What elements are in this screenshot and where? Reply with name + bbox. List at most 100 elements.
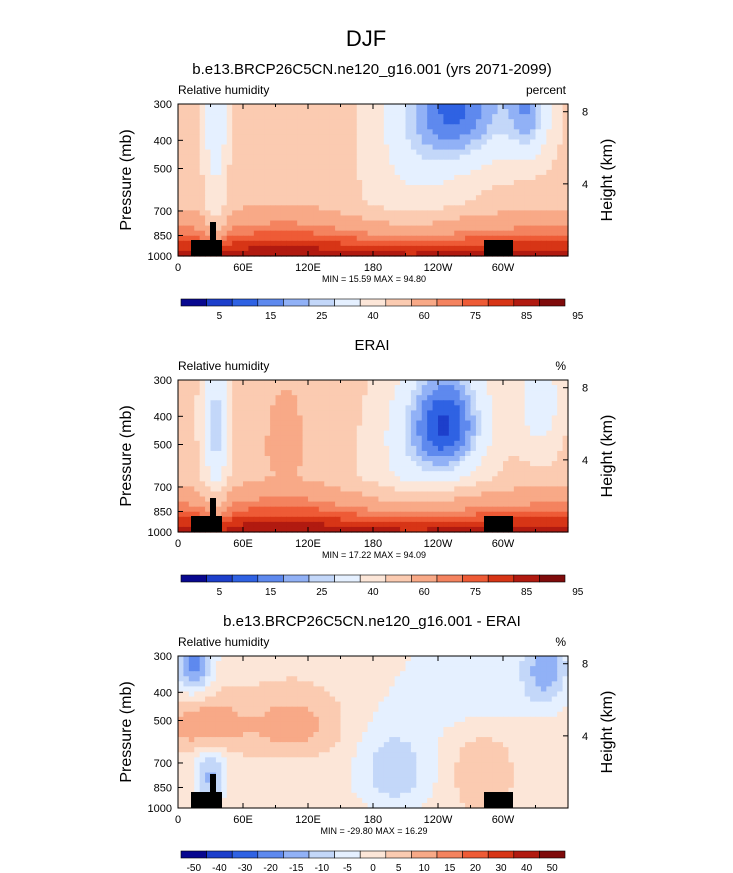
contour-cell: [427, 476, 434, 482]
contour-cell: [508, 410, 515, 417]
contour-cell: [497, 230, 504, 237]
contour-cell: [340, 109, 347, 115]
contour-cell: [481, 235, 488, 242]
contour-cell: [394, 395, 401, 401]
contour-cell: [351, 245, 358, 252]
contour-cell: [519, 676, 526, 682]
contour-cell: [253, 185, 260, 191]
contour-cell: [540, 526, 547, 533]
contour-cell: [210, 405, 217, 411]
contour-cell: [470, 521, 477, 528]
contour-cell: [178, 450, 185, 457]
contour-cell: [503, 235, 510, 242]
contour-cell: [481, 114, 488, 120]
contour-cell: [313, 511, 320, 518]
contour-cell: [264, 496, 271, 503]
contour-cell: [210, 471, 217, 477]
contour-cell: [378, 144, 385, 151]
contour-cell: [329, 526, 336, 533]
colorbar-label: 25: [316, 311, 328, 322]
contour-cell: [318, 466, 325, 472]
contour-cell: [475, 210, 482, 217]
contour-cell: [405, 129, 412, 135]
contour-cell: [503, 385, 510, 391]
contour-cell: [562, 174, 569, 181]
contour-cell: [540, 496, 547, 503]
contour-cell: [459, 521, 466, 528]
contour-cell: [356, 450, 363, 457]
contour-cell: [465, 185, 472, 191]
contour-cell: [183, 380, 190, 386]
contour-cell: [551, 380, 558, 386]
contour-cell: [221, 220, 228, 227]
contour-cell: [481, 200, 488, 206]
contour-cell: [226, 671, 233, 677]
contour-cell: [188, 466, 195, 472]
contour-cell: [410, 526, 417, 533]
contour-cell: [513, 430, 520, 437]
contour-cell: [492, 124, 499, 130]
contour-cell: [562, 425, 569, 432]
contour-cell: [535, 501, 542, 508]
contour-cell: [513, 516, 520, 523]
contour-cell: [459, 671, 466, 677]
contour-cell: [248, 180, 255, 186]
contour-cell: [448, 686, 455, 693]
contour-cell: [394, 129, 401, 135]
contour-cell: [351, 210, 358, 217]
contour-cell: [492, 676, 499, 682]
contour-cell: [324, 430, 331, 437]
contour-cell: [519, 139, 526, 146]
contour-cell: [275, 456, 282, 462]
contour-cell: [291, 114, 298, 120]
contour-cell: [524, 109, 531, 115]
contour-cell: [562, 190, 569, 196]
contour-cell: [178, 169, 185, 176]
contour-cell: [215, 405, 222, 411]
contour-cell: [221, 681, 228, 687]
contour-cell: [264, 129, 271, 135]
contour-cell: [508, 235, 515, 242]
contour-cell: [275, 501, 282, 508]
contour-cell: [297, 195, 304, 201]
contour-cell: [291, 511, 298, 518]
contour-cell: [248, 661, 255, 667]
contour-cell: [183, 205, 190, 211]
contour-cell: [497, 104, 504, 110]
contour-cell: [470, 415, 477, 422]
contour-cell: [367, 466, 374, 472]
contour-cell: [378, 210, 385, 217]
contour-cell: [378, 385, 385, 391]
contour-cell: [475, 506, 482, 513]
contour-cell: [356, 410, 363, 417]
contour-cell: [454, 400, 461, 406]
contour-cell: [210, 190, 217, 196]
contour-cell: [194, 390, 201, 396]
contour-cell: [378, 109, 385, 115]
contour-cell: [194, 230, 201, 237]
contour-cell: [178, 149, 185, 156]
contour-cell: [497, 676, 504, 682]
contour-cell: [459, 681, 466, 687]
contour-cell: [443, 486, 450, 493]
contour-cell: [243, 225, 250, 232]
contour-cell: [546, 225, 553, 232]
contour-cell: [286, 656, 293, 662]
contour-cell: [237, 129, 244, 135]
contour-cell: [253, 104, 260, 110]
contour-cell: [313, 205, 320, 211]
contour-cell: [194, 445, 201, 452]
contour-cell: [421, 119, 428, 125]
y-tick-label: 400: [154, 411, 172, 423]
contour-cell: [470, 511, 477, 518]
contour-cell: [253, 380, 260, 386]
contour-cell: [243, 129, 250, 135]
contour-cell: [264, 686, 271, 693]
contour-cell: [481, 134, 488, 141]
contour-cell: [410, 109, 417, 115]
contour-cell: [199, 430, 206, 437]
contour-cell: [400, 180, 407, 186]
contour-cell: [475, 415, 482, 422]
contour-cell: [486, 129, 493, 135]
contour-cell: [356, 114, 363, 120]
